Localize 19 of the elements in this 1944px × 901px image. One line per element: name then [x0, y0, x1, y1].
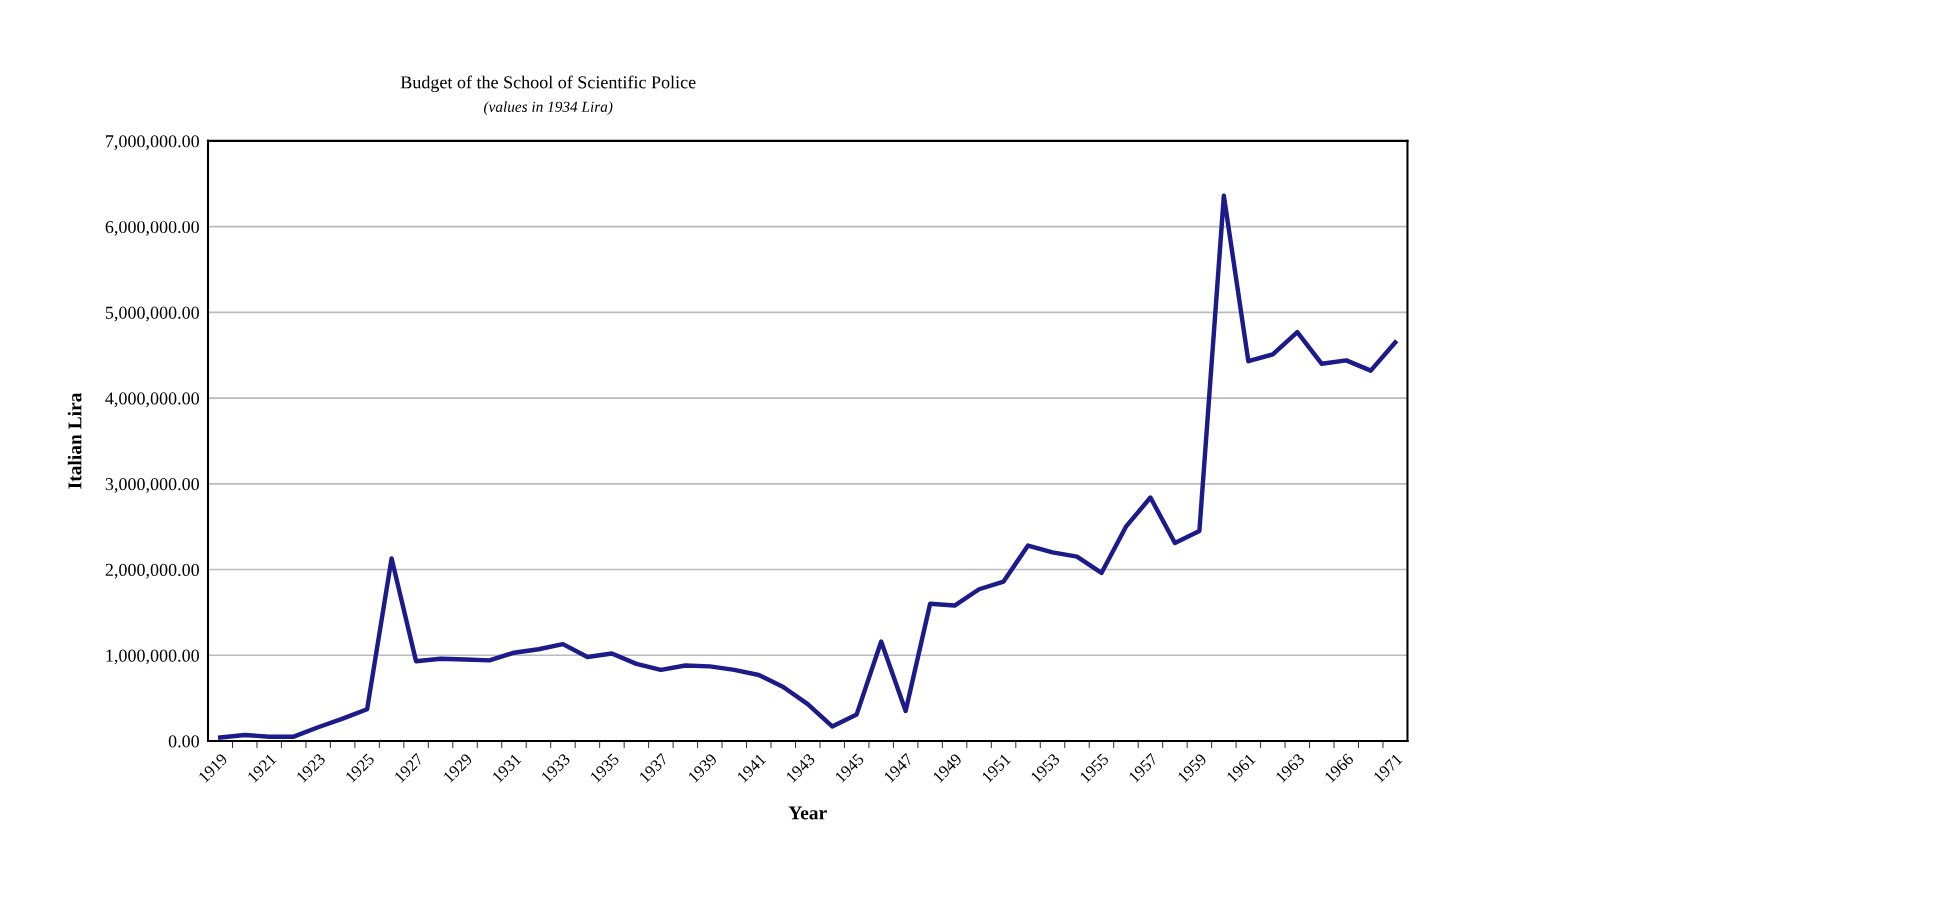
x-tick-label: 1951	[981, 753, 1012, 783]
x-tick-label: 1971	[1373, 753, 1403, 783]
y-axis-title: Italian Lira	[67, 392, 82, 489]
x-tick-label: 1921	[247, 753, 277, 783]
x-tick-label: 1941	[736, 753, 767, 783]
y-tick-label: 3,000,000.00	[105, 478, 199, 493]
x-tick-label: 1961	[1226, 753, 1256, 783]
x-axis-title: Year	[788, 806, 827, 820]
chart-title: Budget of the School of Scientific Police	[400, 75, 696, 93]
line-series	[218, 193, 1398, 740]
y-tick-label: 5,000,000.00	[105, 306, 199, 322]
y-tick-label: 0.00	[168, 735, 199, 748]
x-tick-label: 1931	[491, 753, 522, 783]
y-tick-label: 6,000,000.00	[105, 220, 199, 236]
y-tick-label: 2,000,000.00	[105, 563, 199, 579]
y-tick-label: 7,000,000.00	[106, 135, 199, 150]
y-tick-label: 1,000,000.00	[106, 649, 199, 665]
y-tick-label: 4,000,000.00	[105, 392, 199, 408]
chart-subtitle: (values in 1934 Lira)	[484, 101, 613, 116]
